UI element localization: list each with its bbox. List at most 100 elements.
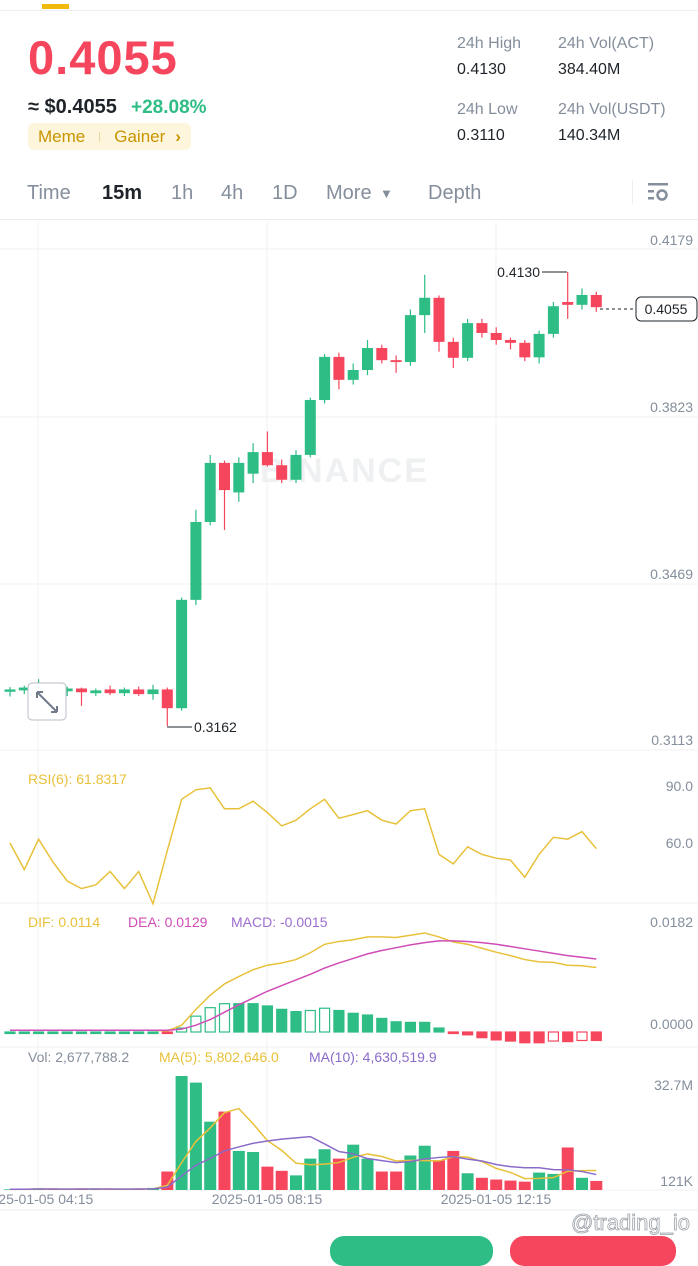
volume-bar (204, 1121, 217, 1190)
change-percent: +28.08% (131, 97, 207, 118)
volume-bar (433, 1160, 445, 1190)
macd-histogram-bar (419, 1021, 431, 1033)
last-price-tag: 0.4055 (645, 301, 688, 317)
volume-bar (518, 1181, 531, 1190)
macd-histogram-bar (462, 1031, 474, 1036)
price-tick: 0.3113 (651, 732, 693, 748)
tag-meme[interactable]: Meme (38, 126, 86, 146)
last-price: 0.4055 (28, 31, 178, 84)
vol-act-label: 24h Vol(ACT) (558, 35, 655, 52)
volume-bar (261, 1166, 274, 1190)
candle-down (590, 294, 602, 308)
candle-up (190, 521, 202, 600)
sell-button[interactable] (510, 1236, 676, 1266)
vol-ma10-label: MA(10): 4,630,519.9 (309, 1049, 437, 1065)
macd-histogram-bar (390, 1021, 402, 1033)
candle-up (362, 347, 373, 371)
volume-bar (390, 1171, 403, 1190)
tab-4h[interactable]: 4h (221, 182, 244, 204)
candle-up (319, 356, 331, 401)
buy-button[interactable] (330, 1236, 493, 1266)
macd-histogram-bar (361, 1014, 374, 1033)
macd-histogram-bar (247, 1003, 259, 1033)
price-tick: 0.4179 (650, 232, 693, 248)
macd-histogram-bar (304, 1009, 316, 1033)
vol-usdt-label: 24h Vol(USDT) (558, 101, 666, 118)
tab-depth[interactable]: Depth (428, 182, 482, 204)
candle-up (419, 297, 431, 316)
candle-up (18, 687, 30, 691)
volume-bar (347, 1144, 360, 1190)
macd-histogram-bar (118, 1031, 131, 1035)
time-label: 2025-01-05 08:15 (212, 1191, 323, 1207)
candle-down (562, 302, 574, 305)
volume-bar (175, 1076, 188, 1190)
candle-up (347, 370, 359, 380)
candle-up (176, 599, 188, 709)
candle-up (147, 689, 159, 695)
fiat-price: ≈ $0.4055 (28, 96, 117, 118)
macd-histogram-bar (404, 1021, 416, 1033)
tab-15m[interactable]: 15m (102, 182, 143, 204)
macd-label: MACD: -0.0015 (231, 914, 328, 930)
macd-histogram-bar (533, 1031, 545, 1044)
candle-up (547, 306, 559, 334)
macd-histogram-bar (47, 1031, 59, 1035)
macd-histogram-bar (504, 1031, 517, 1042)
volume-bar (290, 1175, 302, 1190)
candle-down (333, 356, 345, 380)
vol-act-value: 384.40M (558, 61, 621, 78)
rsi-label: RSI(6): 61.8317 (28, 771, 127, 787)
interval-tabs: Time 15m 1h 4h 1D More ▼ Depth (0, 178, 698, 210)
vol-ma5-label: MA(5): 5,802,646.0 (159, 1049, 279, 1065)
tab-time[interactable]: Time (27, 182, 71, 204)
macd-histogram-bar (218, 1003, 231, 1033)
rsi-line (9, 787, 597, 907)
macd-histogram-bar (190, 1015, 202, 1033)
macd-histogram-bar (333, 1009, 345, 1033)
chart-settings-icon[interactable] (646, 180, 670, 210)
macd-panel (4, 932, 602, 1044)
candle-down (219, 462, 230, 491)
volume-bar (332, 1158, 345, 1190)
candle-up (61, 688, 73, 692)
candle-up (576, 294, 588, 305)
candle-up (533, 333, 545, 358)
volume-bar (490, 1179, 503, 1190)
tag-gainer[interactable]: Gainer (114, 126, 166, 146)
candle-down (161, 689, 173, 709)
volume-bar (461, 1173, 474, 1190)
candle-down (104, 689, 116, 694)
caret-down-icon: ▼ (380, 186, 393, 201)
candle-up (4, 689, 16, 692)
candle-down (447, 341, 459, 358)
macd-histogram-bar (61, 1031, 73, 1035)
macd-histogram-bar (90, 1031, 102, 1035)
binance-watermark: BINANCE (260, 452, 429, 490)
time-label: 2025-01-05 04:15 (0, 1191, 93, 1207)
tab-more[interactable]: More (326, 182, 372, 204)
tag-bar[interactable]: Meme Gainer › (28, 123, 191, 150)
macd-histogram-bar (576, 1031, 588, 1042)
tab-1h[interactable]: 1h (171, 182, 194, 204)
volume-bar (361, 1158, 374, 1190)
macd-histogram-bar (261, 1005, 273, 1033)
dif-line (10, 932, 597, 1032)
macd-histogram-bar (147, 1031, 159, 1035)
volume-bar (247, 1152, 260, 1190)
volume-bar (447, 1150, 460, 1190)
tab-1d[interactable]: 1D (272, 182, 298, 204)
macd-histogram-bar (18, 1031, 30, 1035)
candle-down (390, 360, 402, 363)
candle-up (90, 690, 102, 694)
volume-bar (533, 1172, 546, 1190)
high-label: 24h High (457, 35, 522, 52)
divider (632, 180, 633, 204)
volume-bar (418, 1145, 431, 1190)
low-label: 24h Low (457, 101, 518, 118)
expand-chart-button[interactable] (27, 682, 67, 721)
candle-down (133, 689, 145, 695)
candle-down (519, 342, 531, 358)
macd-histogram-bar (104, 1031, 116, 1035)
